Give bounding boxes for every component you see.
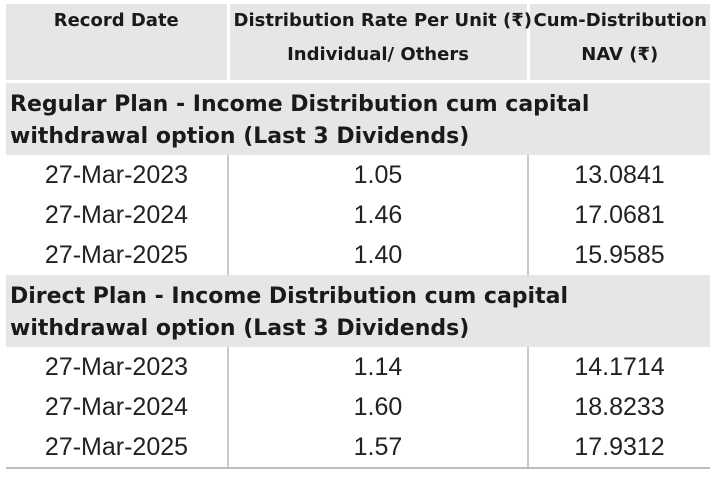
- nav-cell: 13.0841: [574, 160, 665, 189]
- section-title: Regular Plan - Income Distribution cum c…: [6, 81, 710, 155]
- section-regular-plan: Regular Plan - Income Distribution cum c…: [6, 81, 710, 155]
- table-row: 27-Mar-2023 1.14 14.1714: [6, 347, 710, 387]
- table-row: 27-Mar-2024 1.60 18.8233: [6, 387, 710, 427]
- distribution-rate-cell: 1.14: [228, 347, 529, 387]
- distribution-rate-cell: 1.46: [228, 195, 529, 235]
- nav-cell: 17.0681: [574, 200, 665, 229]
- section-title-line2: withdrawal option (Last 3 Dividends): [10, 124, 470, 149]
- distribution-rate-cell: 1.05: [228, 155, 529, 195]
- distribution-rate-cell: 1.57: [228, 427, 529, 469]
- table-header-row: Record Date Distribution Rate Per Unit (…: [6, 4, 710, 83]
- record-date-cell: 27-Mar-2023: [6, 347, 229, 387]
- record-date-cell: 27-Mar-2024: [6, 195, 229, 235]
- section-direct-plan: Direct Plan - Income Distribution cum ca…: [6, 275, 710, 347]
- header-distribution-rate: Distribution Rate Per Unit (₹) Individua…: [228, 4, 532, 83]
- table-row: 27-Mar-2024 1.46 17.0681: [6, 195, 710, 235]
- header-nav-line1: Cum-Distribution: [533, 10, 707, 31]
- section-title: Direct Plan - Income Distribution cum ca…: [6, 275, 710, 347]
- table-row: 27-Mar-2023 1.05 13.0841: [6, 155, 710, 195]
- section-title-line1: Regular Plan - Income Distribution cum c…: [10, 92, 590, 117]
- nav-cell: 17.9312: [528, 427, 710, 469]
- header-distribution-rate-line2: Individual/ Others: [287, 44, 469, 65]
- nav-cell: 18.8233: [574, 392, 665, 421]
- table-row: 27-Mar-2025 1.40 15.9585: [6, 235, 710, 275]
- distribution-rate-cell: 1.40: [228, 235, 529, 275]
- header-record-date: Record Date: [6, 4, 230, 83]
- header-cum-distribution-nav: Cum-Distribution NAV (₹): [528, 4, 710, 83]
- record-date-cell: 27-Mar-2023: [6, 155, 229, 195]
- record-date-cell: 27-Mar-2025: [6, 427, 229, 469]
- dividend-history-table: Record Date Distribution Rate Per Unit (…: [6, 4, 710, 469]
- header-record-date-label: Record Date: [53, 10, 179, 31]
- nav-cell: 15.9585: [574, 240, 665, 269]
- header-distribution-rate-line1: Distribution Rate Per Unit (₹): [233, 10, 532, 31]
- distribution-rate-cell: 1.60: [228, 387, 529, 427]
- table-row: 27-Mar-2025 1.57 17.9312: [6, 427, 710, 469]
- record-date-cell: 27-Mar-2025: [6, 235, 229, 275]
- nav-cell: 14.1714: [574, 352, 665, 381]
- record-date-cell: 27-Mar-2024: [6, 387, 229, 427]
- section-title-line1: Direct Plan - Income Distribution cum ca…: [10, 284, 568, 309]
- header-nav-line2: NAV (₹): [581, 44, 659, 65]
- section-title-line2: withdrawal option (Last 3 Dividends): [10, 316, 470, 341]
